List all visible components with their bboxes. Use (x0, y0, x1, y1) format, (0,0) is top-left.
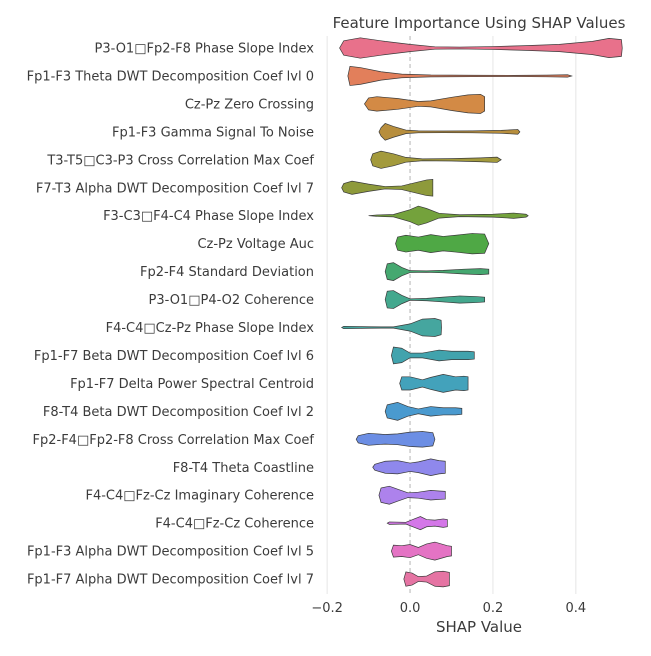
violin-7 (368, 205, 529, 226)
violin-13 (399, 374, 469, 393)
violin-16 (372, 458, 446, 477)
chart-title: Feature Importance Using SHAP Values (333, 14, 626, 32)
violins (339, 37, 623, 588)
violin-12 (391, 346, 475, 365)
feature-label-15: Fp2-F4□Fp2-F8 Cross Correlation Max Coef (33, 433, 315, 448)
x-axis-ticks: −0.2 0.0 0.2 0.4 (311, 601, 586, 616)
feature-label-8: Cz-Pz Voltage Auc (197, 237, 314, 252)
feature-label-17: F4-C4□Fz-Cz Imaginary Coherence (85, 489, 314, 504)
violin-1 (339, 37, 623, 59)
feature-label-20: Fp1-F7 Alpha DWT Decomposition Coef lvl … (27, 573, 314, 588)
violin-10 (384, 290, 485, 309)
x-tick-label: 0.0 (400, 601, 421, 616)
violin-2 (347, 65, 573, 86)
violin-19 (391, 541, 452, 561)
x-tick-label: 0.4 (565, 601, 586, 616)
violin-8 (395, 233, 490, 255)
feature-label-7: F3-C3□F4-C4 Phase Slope Index (103, 209, 314, 224)
x-tick-label: 0.2 (483, 601, 504, 616)
feature-label-14: F8-T4 Beta DWT Decomposition Coef lvl 2 (43, 405, 314, 420)
violin-9 (384, 262, 490, 281)
grid-lines (326, 36, 577, 594)
feature-label-12: Fp1-F7 Beta DWT Decomposition Coef lvl 6 (34, 349, 314, 364)
feature-label-13: Fp1-F7 Delta Power Spectral Centroid (70, 377, 314, 392)
x-tick-label: −0.2 (311, 601, 343, 616)
feature-label-18: F4-C4□Fz-Cz Coherence (155, 517, 314, 532)
violin-4 (378, 123, 521, 141)
violin-15 (355, 431, 436, 448)
feature-label-9: Fp2-F4 Standard Deviation (140, 265, 314, 280)
x-axis-title: SHAP Value (436, 618, 522, 636)
violin-6 (341, 178, 434, 197)
feature-label-1: P3-O1□Fp2-F8 Phase Slope Index (95, 42, 315, 57)
feature-label-4: Fp1-F3 Gamma Signal To Noise (112, 125, 314, 140)
feature-label-10: P3-O1□P4-O2 Coherence (149, 293, 314, 308)
violin-3 (364, 93, 485, 114)
violin-20 (403, 570, 450, 588)
feature-label-11: F4-C4□Cz-Pz Phase Slope Index (106, 321, 315, 336)
feature-label-5: T3-T5□C3-P3 Cross Correlation Max Coef (46, 153, 314, 168)
feature-label-16: F8-T4 Theta Coastline (173, 461, 314, 476)
violin-17 (378, 485, 446, 505)
violin-18 (386, 516, 448, 531)
violin-11 (340, 318, 442, 337)
violin-14 (384, 401, 463, 421)
feature-label-19: Fp1-F3 Alpha DWT Decomposition Coef lvl … (27, 545, 314, 560)
category-labels: P3-O1□Fp2-F8 Phase Slope Index Fp1-F3 The… (27, 42, 315, 588)
feature-label-3: Cz-Pz Zero Crossing (185, 97, 314, 112)
feature-label-6: F7-T3 Alpha DWT Decomposition Coef lvl 7 (36, 181, 314, 196)
violin-5 (370, 150, 502, 169)
feature-label-2: Fp1-F3 Theta DWT Decomposition Coef lvl … (27, 69, 314, 84)
